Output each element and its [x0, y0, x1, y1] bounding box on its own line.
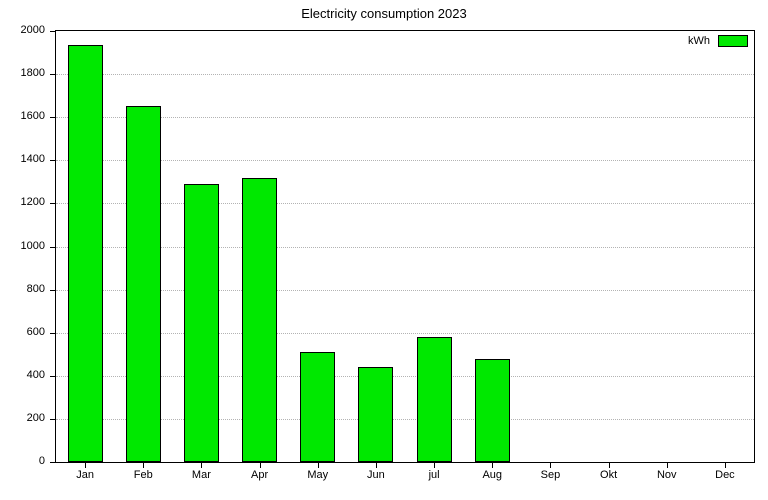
y-tick-mark [50, 462, 55, 463]
x-tick-mark [201, 463, 202, 468]
y-tick-mark [50, 74, 55, 75]
y-tick-label: 1000 [0, 240, 45, 252]
x-tick-label: Aug [467, 469, 517, 481]
bar [242, 178, 277, 462]
x-tick-mark [434, 463, 435, 468]
x-tick-label: Mar [176, 469, 226, 481]
chart-title: Electricity consumption 2023 [0, 6, 768, 21]
y-tick-label: 2000 [0, 24, 45, 36]
y-tick-label: 0 [0, 455, 45, 467]
x-tick-label: Feb [118, 469, 168, 481]
bar [184, 184, 219, 462]
x-tick-label: May [293, 469, 343, 481]
x-tick-label: Sep [525, 469, 575, 481]
x-tick-mark [667, 463, 668, 468]
y-tick-mark [50, 247, 55, 248]
y-tick-mark [50, 31, 55, 32]
bar [126, 106, 161, 462]
x-tick-mark [376, 463, 377, 468]
y-tick-label: 800 [0, 283, 45, 295]
bar [300, 352, 335, 462]
y-tick-mark [50, 117, 55, 118]
x-tick-mark [318, 463, 319, 468]
legend-label: kWh [688, 35, 710, 47]
x-tick-label: Nov [642, 469, 692, 481]
x-tick-mark [85, 463, 86, 468]
y-tick-mark [50, 203, 55, 204]
y-tick-mark [50, 290, 55, 291]
legend-swatch [718, 35, 748, 47]
bar [475, 359, 510, 462]
y-tick-label: 600 [0, 326, 45, 338]
bar [68, 45, 103, 462]
x-tick-mark [609, 463, 610, 468]
bar [417, 337, 452, 462]
y-tick-label: 200 [0, 412, 45, 424]
plot-area: kWh [55, 30, 755, 463]
y-tick-label: 1400 [0, 153, 45, 165]
x-tick-label: jul [409, 469, 459, 481]
x-tick-mark [260, 463, 261, 468]
y-tick-label: 1200 [0, 196, 45, 208]
x-tick-label: Jun [351, 469, 401, 481]
x-tick-mark [492, 463, 493, 468]
legend: kWh [688, 35, 748, 47]
x-tick-mark [550, 463, 551, 468]
x-tick-label: Jan [60, 469, 110, 481]
y-tick-mark [50, 333, 55, 334]
x-tick-label: Apr [235, 469, 285, 481]
bar [358, 367, 393, 462]
y-tick-label: 400 [0, 369, 45, 381]
y-tick-mark [50, 419, 55, 420]
x-tick-label: Okt [584, 469, 634, 481]
y-tick-mark [50, 376, 55, 377]
x-tick-label: Dec [700, 469, 750, 481]
y-tick-mark [50, 160, 55, 161]
x-tick-mark [725, 463, 726, 468]
x-tick-mark [143, 463, 144, 468]
y-tick-label: 1800 [0, 67, 45, 79]
y-tick-label: 1600 [0, 110, 45, 122]
